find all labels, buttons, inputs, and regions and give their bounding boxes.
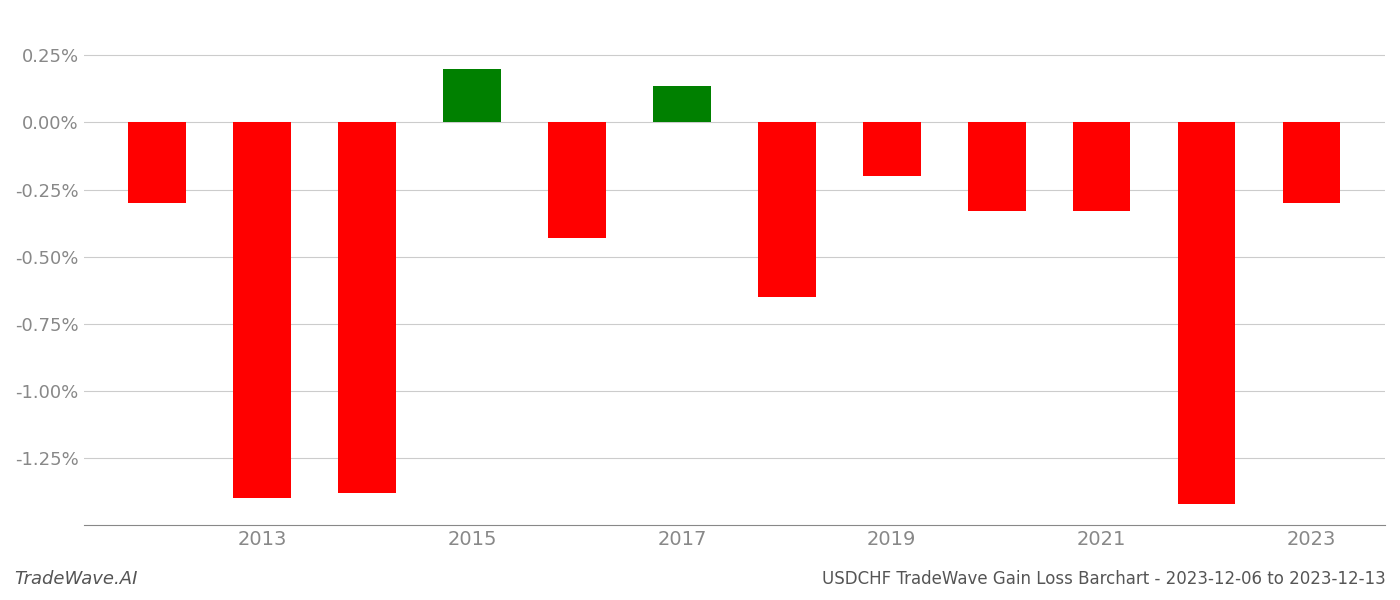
Text: USDCHF TradeWave Gain Loss Barchart - 2023-12-06 to 2023-12-13: USDCHF TradeWave Gain Loss Barchart - 20… [822,570,1386,588]
Bar [1072,122,1130,211]
Bar [1177,122,1235,503]
Bar [442,68,501,122]
Bar [234,122,291,498]
Bar [967,122,1026,211]
Bar [757,122,816,297]
Bar [129,122,186,203]
Bar [862,122,921,176]
Bar [1282,122,1340,203]
Bar [339,122,396,493]
Bar [547,122,606,238]
Bar [652,86,711,122]
Text: TradeWave.AI: TradeWave.AI [14,570,137,588]
